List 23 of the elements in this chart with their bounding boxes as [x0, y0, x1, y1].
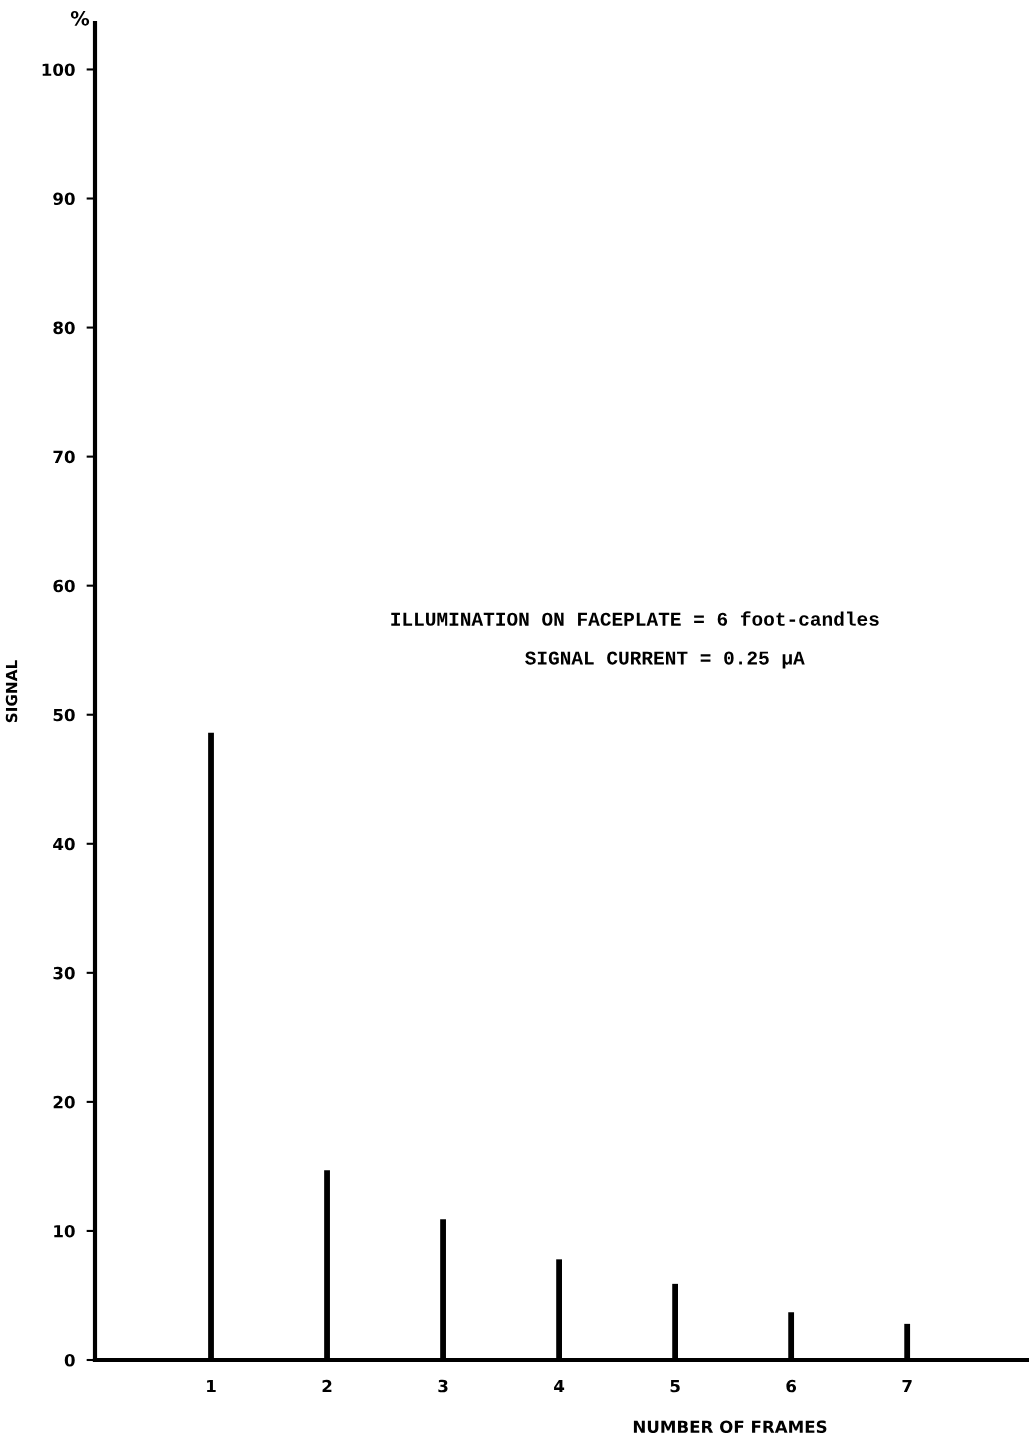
y-tick-label: 60	[53, 579, 75, 593]
y-tick-label: 20	[53, 1095, 75, 1109]
x-tick-label: 1	[207, 1379, 216, 1393]
x-tick-label: 5	[670, 1379, 680, 1393]
x-tick-label: 2	[322, 1379, 332, 1393]
annotation: SIGNAL CURRENT = 0.25 μA	[525, 651, 805, 669]
x-tick-label: 4	[554, 1379, 565, 1393]
y-tick-label: 40	[53, 837, 75, 851]
x-axis-title: NUMBER OF FRAMES	[633, 1420, 827, 1433]
text: %	[70, 10, 90, 26]
y-tick-label: 100	[42, 63, 75, 77]
y-tick-label: 80	[53, 321, 75, 335]
y-tick-label: 30	[53, 966, 75, 980]
annotation: ILLUMINATION ON FACEPLATE = 6 foot-candles	[391, 611, 879, 626]
x-tick-label: 7	[902, 1379, 912, 1393]
y-tick-label: 70	[53, 450, 75, 464]
y-tick-label: 90	[53, 192, 75, 206]
y-tick-label: 10	[54, 1224, 75, 1238]
y-tick-label: 50	[53, 708, 75, 722]
y-axis-title: SIGNAL	[5, 660, 18, 723]
y-tick-label: 0	[64, 1353, 75, 1367]
x-tick-label: 6	[786, 1379, 797, 1393]
x-tick-label: 3	[438, 1379, 448, 1393]
